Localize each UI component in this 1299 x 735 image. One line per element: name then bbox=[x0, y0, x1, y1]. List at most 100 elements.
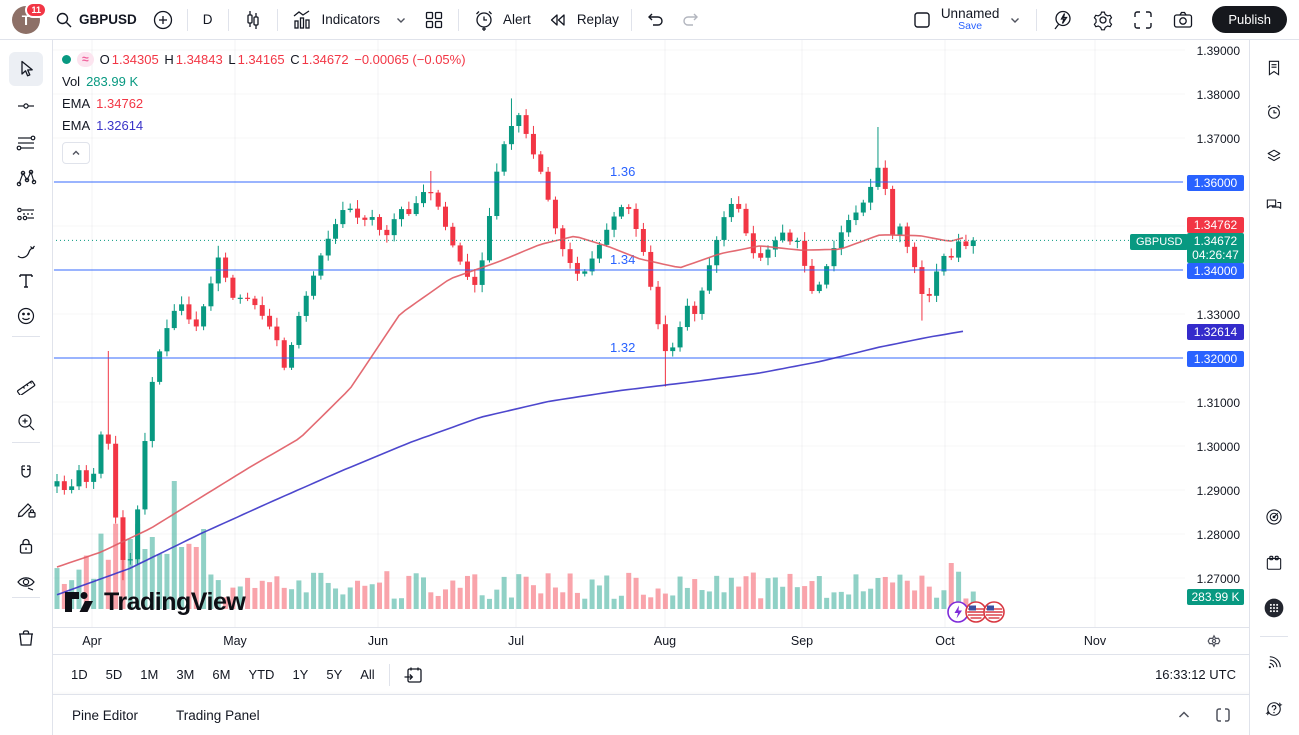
calendar-button[interactable] bbox=[1258, 547, 1290, 579]
chevron-down-icon bbox=[1011, 17, 1020, 23]
utc-clock[interactable]: 16:33:12 UTC bbox=[1155, 667, 1236, 682]
ema-slow-legend-row[interactable]: EMA 1.32614 bbox=[62, 114, 468, 136]
range-button-1d[interactable]: 1D bbox=[62, 662, 97, 687]
object-tree-button[interactable] bbox=[1258, 140, 1290, 172]
layout-name-save[interactable]: Unnamed Save bbox=[940, 5, 1000, 33]
time-axis[interactable]: Apr May Jun Jul Aug Sep Oct Nov bbox=[52, 627, 1250, 655]
tool-forecast[interactable] bbox=[9, 197, 43, 231]
range-button-all[interactable]: All bbox=[351, 662, 383, 687]
axis-settings-gear-icon[interactable] bbox=[1206, 633, 1222, 649]
ema-fast-legend-row[interactable]: EMA 1.34762 bbox=[62, 92, 468, 114]
alerts-button[interactable] bbox=[1258, 96, 1290, 128]
settings-button[interactable] bbox=[1084, 3, 1122, 37]
camera-icon bbox=[1174, 11, 1193, 28]
trading-panel-tab[interactable]: Trading Panel bbox=[174, 702, 262, 729]
redo-button[interactable] bbox=[673, 4, 709, 36]
tool-text[interactable] bbox=[9, 264, 43, 298]
range-button-3m[interactable]: 3M bbox=[167, 662, 203, 687]
tool-zoom-in[interactable] bbox=[9, 405, 43, 439]
indicator-templates-button[interactable] bbox=[387, 8, 415, 32]
layers-icon bbox=[1267, 149, 1281, 162]
volume-bar bbox=[98, 533, 104, 609]
alert-button[interactable]: Alert bbox=[464, 2, 538, 38]
tool-trend-line[interactable] bbox=[9, 89, 43, 123]
tool-brush[interactable] bbox=[9, 234, 43, 268]
range-button-1m[interactable]: 1M bbox=[131, 662, 167, 687]
tool-fib-retracement[interactable] bbox=[9, 126, 43, 160]
maximize-panel-icon[interactable] bbox=[1214, 706, 1232, 724]
layout-menu-chevron[interactable] bbox=[1001, 8, 1029, 32]
toolbar-divider bbox=[12, 597, 40, 598]
us-flag-event-icon[interactable] bbox=[964, 600, 988, 624]
go-to-date-button[interactable] bbox=[395, 659, 431, 691]
remove-objects-button[interactable] bbox=[9, 621, 43, 655]
chat-button[interactable] bbox=[1258, 189, 1290, 221]
legend-collapse-button[interactable] bbox=[62, 142, 90, 164]
candle-body bbox=[347, 208, 353, 211]
ema-fast-line bbox=[56, 234, 964, 568]
stock-screener-button[interactable] bbox=[1258, 501, 1290, 533]
symbol-legend-row[interactable]: ≈ O 1.34305 H 1.34843 L 1.34165 C 1.34672 −0… bbox=[62, 48, 468, 70]
save-label[interactable]: Save bbox=[958, 20, 983, 33]
magnet-mode-button[interactable] bbox=[9, 456, 43, 490]
chart-type-button[interactable] bbox=[234, 3, 272, 37]
price-tick: 1.33000 bbox=[1196, 308, 1240, 322]
layout-name: Unnamed bbox=[940, 5, 1000, 21]
trend-line-icon bbox=[18, 103, 34, 109]
pine-editor-tab[interactable]: Pine Editor bbox=[70, 702, 140, 729]
watchlist-button[interactable] bbox=[1258, 52, 1290, 84]
hide-drawings-button[interactable] bbox=[9, 566, 43, 600]
fullscreen-button[interactable] bbox=[1124, 3, 1162, 37]
panel-collapse-chevron-icon[interactable] bbox=[1176, 707, 1192, 723]
symbol-search-button[interactable]: GBPUSD bbox=[48, 6, 144, 34]
user-avatar[interactable]: T 11 bbox=[12, 1, 47, 34]
drawing-mode-button[interactable] bbox=[9, 492, 43, 526]
compare-add-symbol-button[interactable] bbox=[144, 3, 182, 37]
indicators-button[interactable]: Indicators bbox=[283, 2, 388, 38]
us-flag-event-icon[interactable] bbox=[982, 600, 1006, 624]
price-chart[interactable]: 1.36 1.34 1.32 bbox=[52, 39, 1185, 628]
replay-label: Replay bbox=[576, 12, 619, 27]
chart-pane[interactable]: 1.36 1.34 1.32 ≈ O 1.34305 H 1.34843 L 1.3416… bbox=[52, 39, 1185, 628]
volume-bar bbox=[560, 592, 566, 609]
quick-search-button[interactable] bbox=[1044, 3, 1082, 37]
interval-button[interactable]: D bbox=[193, 7, 223, 32]
ruler-icon bbox=[16, 380, 36, 395]
publish-button[interactable]: Publish bbox=[1212, 6, 1287, 33]
vol-value: 283.99 K bbox=[86, 73, 139, 89]
volume-bar bbox=[545, 573, 551, 609]
volume-bar bbox=[824, 597, 830, 609]
volume-bar bbox=[179, 547, 185, 609]
price-axis[interactable]: 1.39000 1.38000 1.37000 1.33000 1.31000 1.300… bbox=[1185, 39, 1250, 627]
tool-ruler[interactable] bbox=[9, 367, 43, 401]
tool-xabcd-pattern[interactable] bbox=[9, 161, 43, 195]
volume-bar bbox=[765, 578, 771, 609]
economic-event-markers[interactable] bbox=[947, 600, 1006, 624]
volume-legend-row[interactable]: Vol 283.99 K bbox=[62, 70, 468, 92]
apps-grid-button[interactable] bbox=[1258, 592, 1290, 624]
drawing-toolbar bbox=[0, 39, 53, 735]
alert-label: Alert bbox=[503, 12, 531, 27]
tool-cursor[interactable] bbox=[9, 52, 43, 86]
flag-wave-icon[interactable]: ≈ bbox=[77, 51, 94, 67]
range-button-5d[interactable]: 5D bbox=[97, 662, 132, 687]
streams-button[interactable] bbox=[1258, 647, 1290, 679]
range-button-ytd[interactable]: YTD bbox=[239, 662, 283, 687]
ema-fast-label: 1.34762 bbox=[1187, 217, 1244, 233]
layout-select-button[interactable] bbox=[905, 5, 939, 35]
range-button-1y[interactable]: 1Y bbox=[283, 662, 317, 687]
lock-all-drawings-button[interactable] bbox=[9, 529, 43, 563]
candle-body bbox=[728, 203, 734, 218]
range-button-6m[interactable]: 6M bbox=[203, 662, 239, 687]
help-button[interactable] bbox=[1258, 693, 1290, 725]
range-button-5y[interactable]: 5Y bbox=[317, 662, 351, 687]
undo-button[interactable] bbox=[637, 4, 673, 36]
candle-body bbox=[530, 133, 536, 155]
candle-body bbox=[311, 275, 317, 296]
volume-bar bbox=[54, 568, 60, 609]
replay-button[interactable]: Replay bbox=[538, 2, 626, 38]
snapshot-button[interactable] bbox=[1164, 3, 1202, 37]
tool-emoji[interactable] bbox=[9, 299, 43, 333]
layout-grid-button[interactable] bbox=[415, 3, 453, 37]
smiley-icon bbox=[17, 307, 35, 325]
